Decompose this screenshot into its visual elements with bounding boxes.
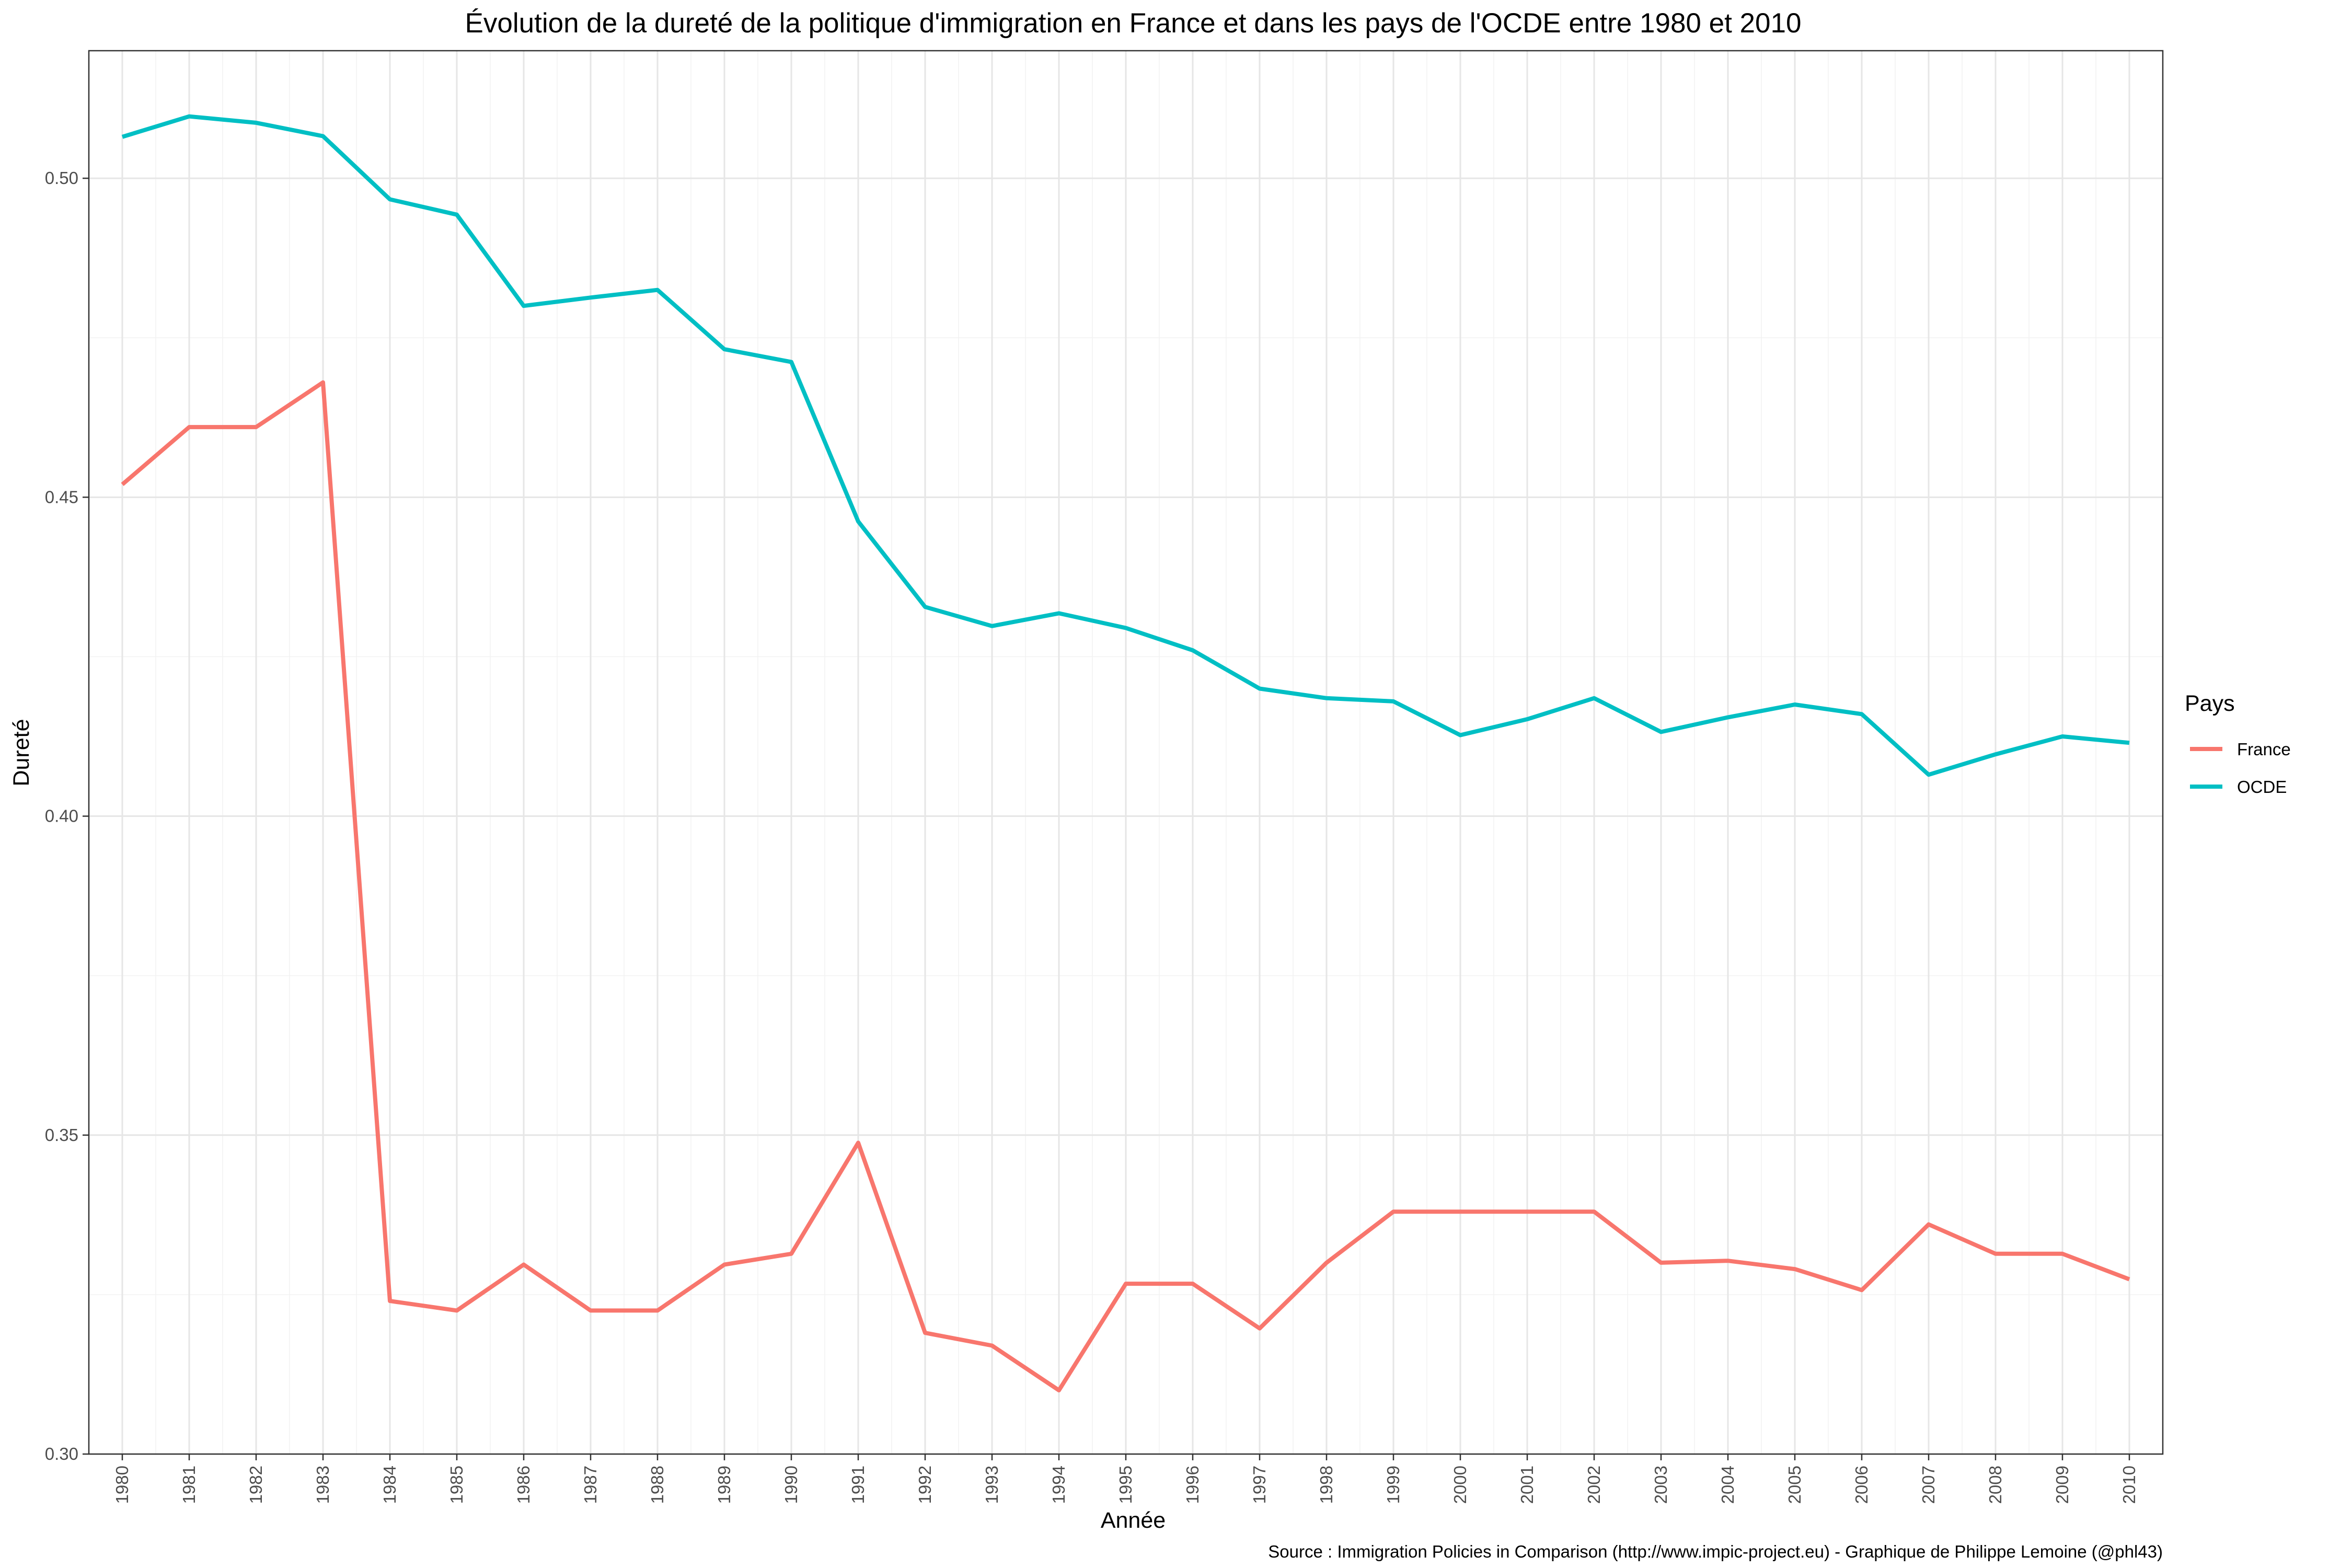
y-tick-label: 0.45 bbox=[45, 487, 78, 506]
y-tick-label: 0.35 bbox=[45, 1125, 78, 1145]
x-tick-label: 2008 bbox=[1986, 1466, 2005, 1504]
legend-label-france: France bbox=[2237, 740, 2291, 759]
x-tick-label: 1986 bbox=[514, 1466, 533, 1504]
x-tick-label: 1998 bbox=[1317, 1466, 1336, 1504]
x-tick-label: 2006 bbox=[1852, 1466, 1871, 1504]
x-tick-label: 2002 bbox=[1584, 1466, 1604, 1504]
chart-title: Évolution de la dureté de la politique d… bbox=[465, 8, 1802, 39]
series-line-ocde bbox=[121, 114, 2130, 777]
x-tick-label: 1990 bbox=[781, 1466, 801, 1504]
x-tick-label: 1982 bbox=[246, 1466, 266, 1504]
x-tick-label: 1996 bbox=[1183, 1466, 1202, 1504]
x-tick-label: 1980 bbox=[112, 1466, 132, 1504]
x-tick-label: 1991 bbox=[848, 1466, 868, 1504]
x-tick-label: 1997 bbox=[1250, 1466, 1269, 1504]
x-axis: 1980 1981 1982 1983 1984 1985 1986 1987 1988 1989… bbox=[112, 1454, 2139, 1504]
x-tick-label: 1981 bbox=[179, 1466, 199, 1504]
x-tick-label: 2000 bbox=[1450, 1466, 1470, 1504]
y-axis-title: Dureté bbox=[9, 719, 34, 786]
x-tick-label: 2009 bbox=[2053, 1466, 2072, 1504]
x-tick-label: 2007 bbox=[1919, 1466, 1938, 1504]
x-axis-title: Année bbox=[1101, 1508, 1166, 1533]
series-line-france bbox=[121, 380, 2130, 1392]
x-tick-label: 1993 bbox=[982, 1466, 1001, 1504]
x-tick-label: 1992 bbox=[915, 1466, 935, 1504]
x-tick-label: 1988 bbox=[648, 1466, 667, 1504]
x-tick-label: 1999 bbox=[1383, 1466, 1403, 1504]
x-tick-label: 1987 bbox=[581, 1466, 600, 1504]
x-tick-label: 2001 bbox=[1517, 1466, 1537, 1504]
y-axis: 0.30 0.35 0.40 0.45 0.50 bbox=[45, 168, 89, 1463]
x-tick-label: 1983 bbox=[313, 1466, 332, 1504]
x-tick-label: 1984 bbox=[380, 1466, 399, 1504]
legend: Pays France OCDE bbox=[2185, 691, 2291, 797]
x-tick-label: 2010 bbox=[2119, 1466, 2139, 1504]
source-caption: Source : Immigration Policies in Compari… bbox=[1268, 1542, 2163, 1561]
x-tick-label: 2004 bbox=[1718, 1466, 1737, 1504]
series-lines bbox=[121, 114, 2130, 1392]
x-tick-label: 1985 bbox=[447, 1466, 466, 1504]
x-tick-label: 1995 bbox=[1116, 1466, 1135, 1504]
legend-title: Pays bbox=[2185, 691, 2235, 716]
x-tick-label: 2003 bbox=[1651, 1466, 1670, 1504]
legend-label-ocde: OCDE bbox=[2237, 777, 2287, 797]
x-tick-label: 2005 bbox=[1785, 1466, 1804, 1504]
x-tick-label: 1989 bbox=[714, 1466, 734, 1504]
y-tick-label: 0.30 bbox=[45, 1444, 78, 1463]
y-tick-label: 0.50 bbox=[45, 168, 78, 188]
y-tick-label: 0.40 bbox=[45, 806, 78, 826]
x-tick-label: 1994 bbox=[1049, 1466, 1068, 1504]
